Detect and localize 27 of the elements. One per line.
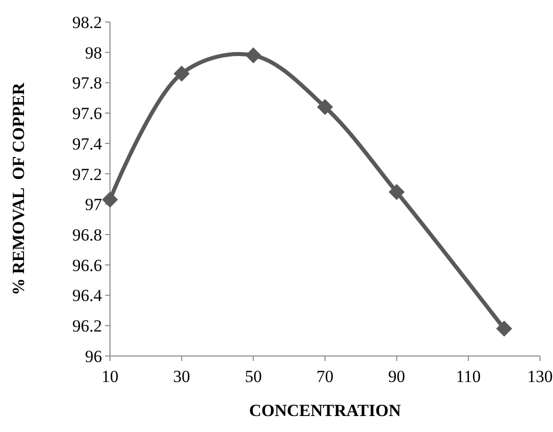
y-tick-label: 97.8	[72, 74, 102, 93]
x-axis-title: CONCENTRATION	[249, 401, 402, 420]
y-tick-label: 96.4	[72, 286, 102, 306]
y-tick-label: 97.2	[72, 164, 102, 184]
y-tick-label: 96.6	[72, 256, 102, 275]
point	[388, 184, 405, 200]
point	[102, 192, 118, 208]
y-axis-title: % REMOVAL OF COPPER	[9, 82, 28, 296]
x-tick-label: 110	[456, 367, 481, 386]
x-tick-label: 30	[173, 367, 190, 386]
point	[317, 99, 333, 116]
x-tick-label: 130	[527, 367, 553, 386]
y-tick-label: 97.4	[72, 134, 102, 154]
x-tick-label: 50	[244, 367, 262, 386]
point	[496, 320, 512, 337]
point	[174, 66, 190, 82]
x-tick-label: 70	[316, 367, 334, 386]
y-tick-label: 97.6	[72, 104, 102, 124]
y-tick-label: 96	[85, 346, 102, 366]
y-tick-label: 96.8	[72, 225, 102, 244]
y-tick-label: 98.2	[72, 12, 102, 32]
y-tick-label: 97	[85, 195, 102, 214]
point	[245, 47, 262, 64]
y-tick-label: 98	[85, 43, 102, 62]
y-tick-label: 96.2	[72, 316, 102, 336]
x-tick-label: 90	[388, 367, 406, 386]
x-tick-label: 10	[102, 367, 118, 386]
